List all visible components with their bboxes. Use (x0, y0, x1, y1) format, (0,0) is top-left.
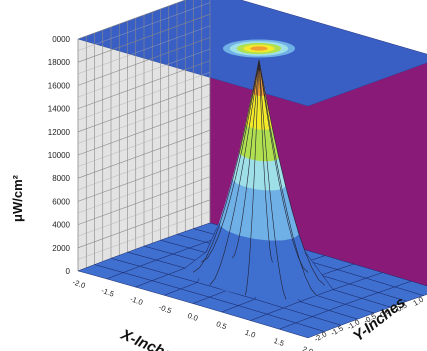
z-tick-label: 10000 (48, 151, 71, 160)
peak-meridian (258, 60, 317, 296)
x-tick-label: 2.0 (301, 344, 314, 351)
peak-meridian (209, 60, 260, 286)
x-tick-label: 0.5 (215, 319, 228, 331)
z-tick-label: 16000 (48, 81, 71, 90)
z-axis-ticks: 0 2000 4000 6000 8000 10000 12000 14000 16000 180… (48, 35, 71, 276)
z-tick-label: 0 (66, 267, 71, 276)
x-tick-label: -1.0 (129, 294, 144, 307)
z-tick-label: 2000 (52, 244, 70, 253)
peak-cell (251, 259, 274, 279)
peak-meridian (258, 60, 326, 286)
peak-meridian (201, 60, 260, 263)
gridline-z-minor (77, 188, 211, 237)
z-tick-label: 18000 (48, 58, 71, 67)
peak-meridian (245, 60, 260, 296)
gridline-z-minor (77, 95, 211, 144)
peak-cell (250, 288, 277, 300)
peak-meridian (258, 60, 309, 273)
surface-plot (77, 60, 427, 339)
x-tick-label: -1.5 (100, 286, 115, 299)
gridline-z-minor (77, 25, 211, 74)
x-tick-label: 0.0 (186, 311, 199, 323)
peak-meridian (258, 60, 287, 300)
gridline-z-minor (77, 118, 211, 167)
z-tick-label: 12000 (48, 128, 71, 137)
gridline-z-minor (77, 211, 211, 260)
x-tick-label: -0.5 (158, 303, 173, 316)
x-axis-ticks: -2.0 -1.5 -1.0 -0.5 0.0 0.5 1.0 1.5 2.0 (71, 277, 314, 351)
gridline-z-minor (77, 2, 211, 51)
z-tick-label: 4000 (52, 221, 70, 230)
peak-meridian (192, 60, 260, 273)
surface-cell (278, 322, 326, 339)
gridline-z-minor (77, 72, 211, 121)
chart-gridlines (77, 0, 211, 272)
x-tick-label: 1.5 (273, 336, 286, 348)
x-axis-label: X-Inches (117, 326, 182, 351)
z-axis-label: μW/cm² (10, 174, 25, 222)
peak-cell (252, 238, 272, 262)
peak-cell (272, 278, 296, 292)
z-tick-label: 14000 (48, 105, 71, 114)
peak-cell (274, 291, 300, 300)
peak-meridian (231, 60, 260, 259)
z-tick-label: 6000 (52, 197, 70, 206)
ceiling-contour-ring (250, 46, 268, 51)
z-tick-label: 0000 (52, 35, 70, 44)
z-tick-label: 8000 (52, 174, 70, 183)
x-tick-label: -2.0 (71, 277, 86, 290)
gridline-z-minor (77, 164, 211, 214)
gridline-z-minor (77, 141, 211, 190)
x-tick-label: 1.0 (244, 328, 257, 340)
gridline-z-minor (77, 48, 211, 98)
peak-meridian (258, 60, 273, 263)
